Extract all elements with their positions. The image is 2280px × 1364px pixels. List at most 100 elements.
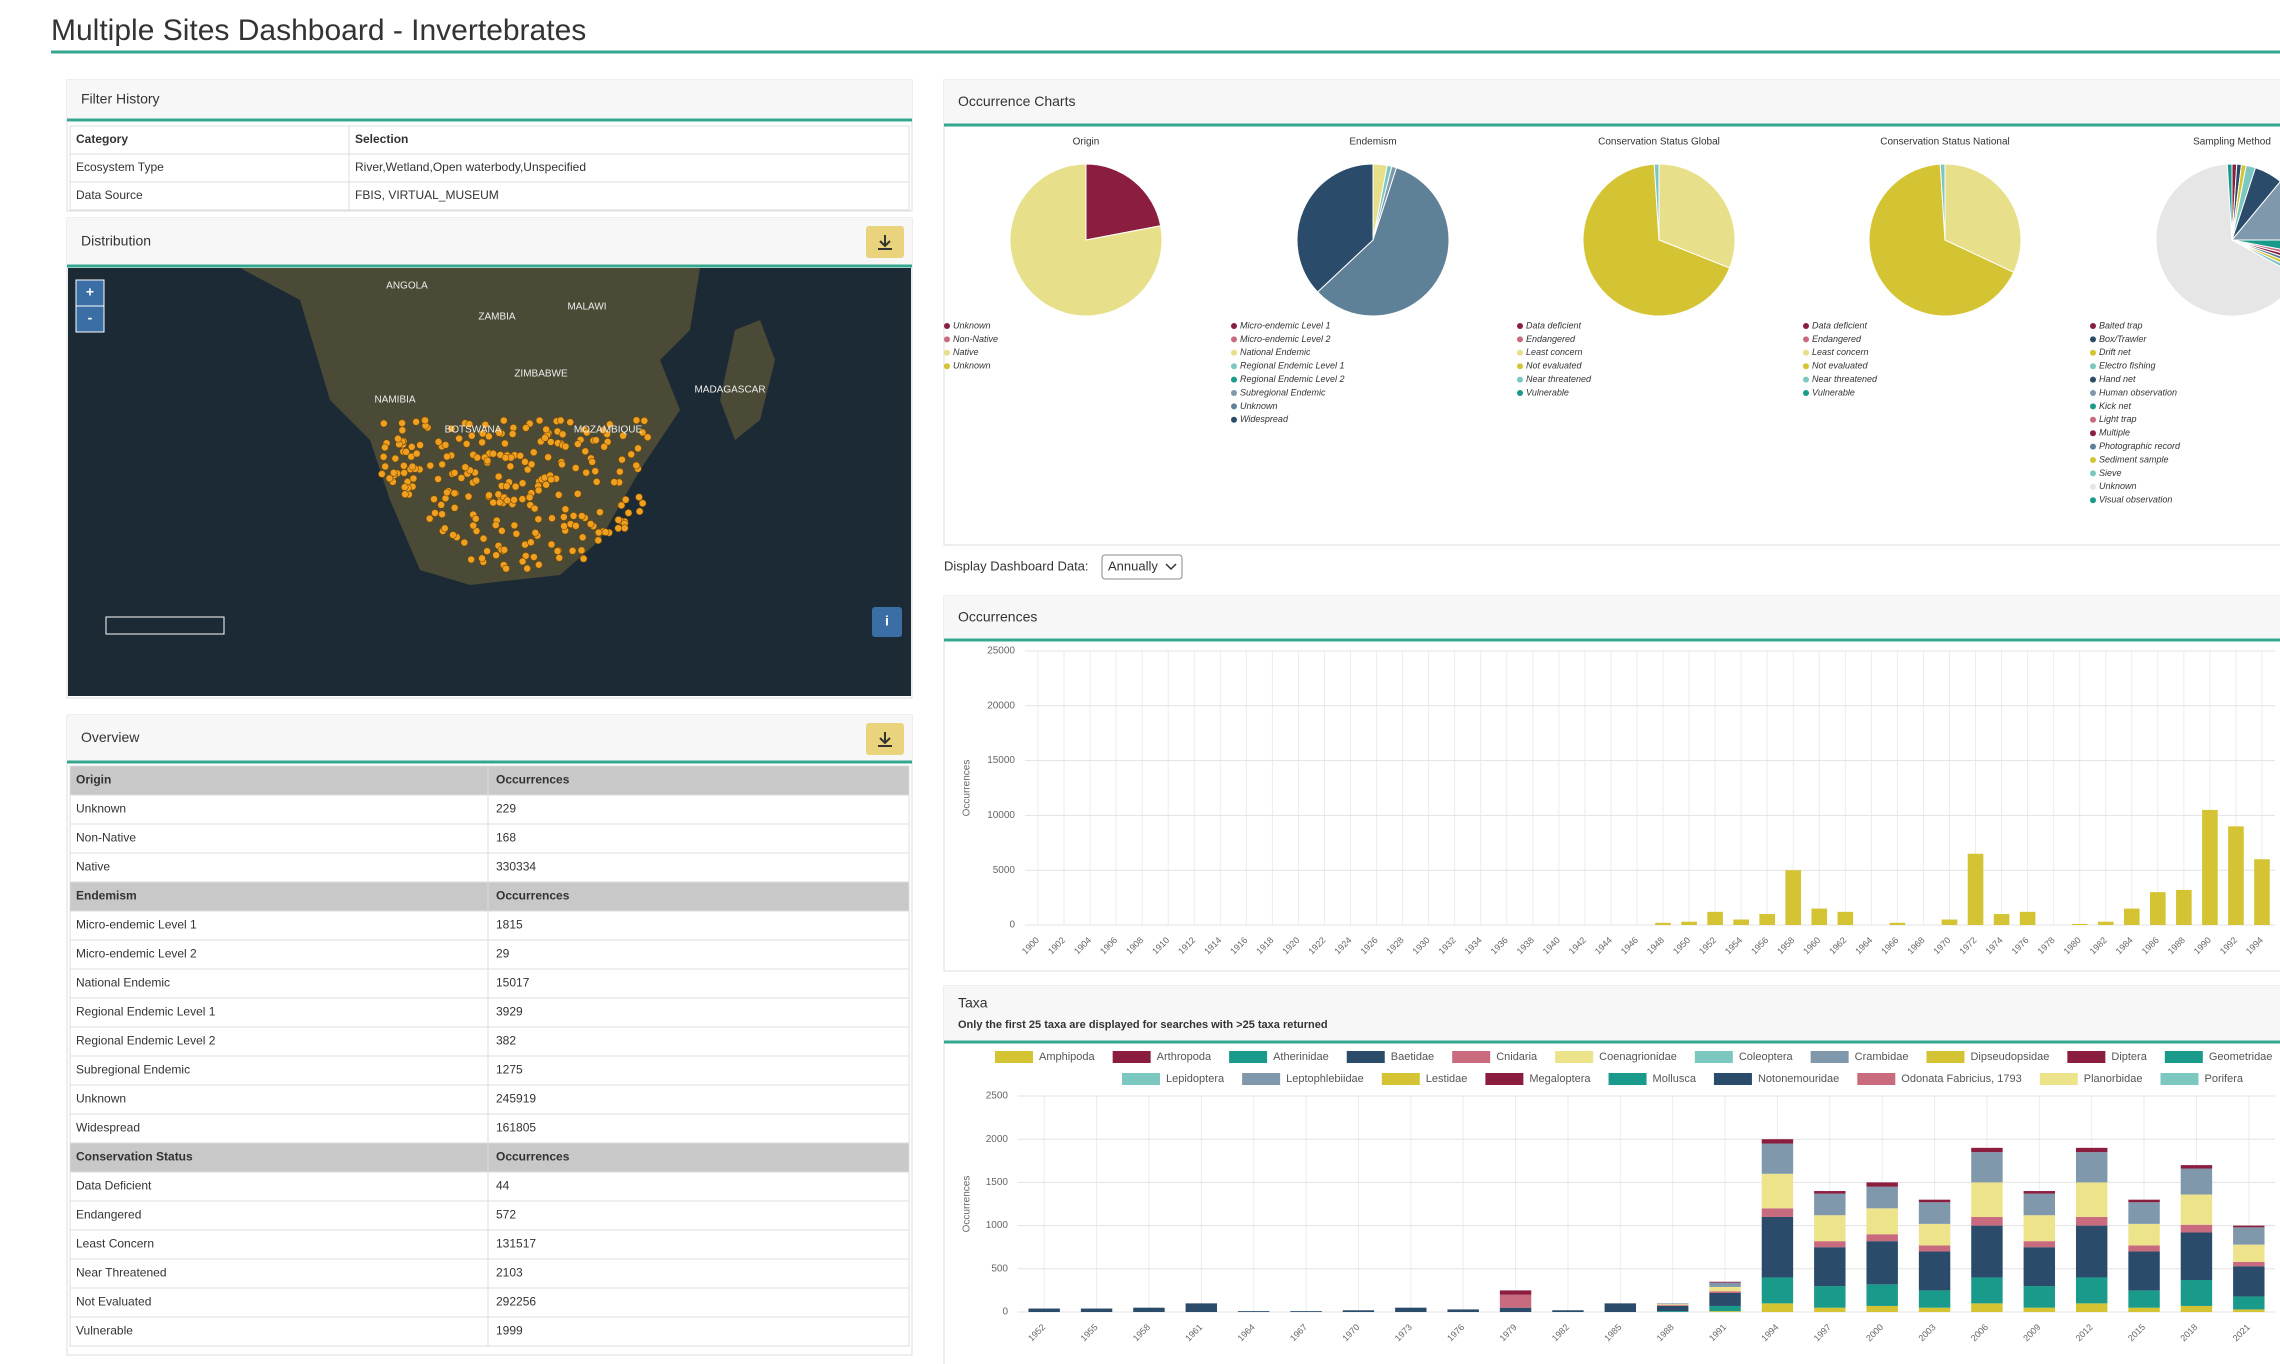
legend-bullet — [1231, 376, 1237, 383]
table-cell: 245919 — [496, 1092, 536, 1106]
pie-slice — [1009, 163, 1163, 317]
map-point — [457, 474, 466, 482]
map-point — [461, 463, 470, 471]
download-icon — [878, 732, 892, 747]
bar — [1993, 914, 2010, 925]
table-cell: Unknown — [76, 802, 126, 816]
map-point — [512, 529, 521, 538]
bar-segment — [1656, 1305, 1689, 1312]
legend-bullet — [1803, 363, 1809, 370]
legend-label: Arthropoda — [1157, 1051, 1212, 1063]
legend-label: Electro fishing — [2099, 361, 2156, 371]
table-cell: Ecosystem Type — [76, 160, 164, 174]
map-point — [614, 524, 623, 533]
occurrence-charts-panel — [943, 79, 2280, 546]
bar — [1889, 922, 1906, 925]
zoom-button[interactable] — [75, 279, 105, 307]
bar-segment — [1709, 1292, 1741, 1306]
legend-label: Unknown — [1240, 401, 1278, 411]
bar — [1733, 919, 1749, 925]
table-cell: FBIS, VIRTUAL_MUSEUM — [355, 188, 499, 202]
map-point — [531, 528, 540, 537]
bar-segment — [2128, 1245, 2160, 1252]
table-cell: 161805 — [496, 1121, 536, 1135]
map-point — [535, 560, 543, 569]
map-point — [389, 468, 398, 477]
map-point — [506, 462, 515, 471]
map-point — [571, 464, 580, 472]
info-button[interactable] — [872, 607, 902, 637]
map-point — [498, 527, 506, 535]
bar-segment — [2128, 1307, 2160, 1312]
map-point — [560, 522, 568, 530]
map-point — [489, 449, 498, 458]
bar-segment — [1971, 1216, 2003, 1226]
bar-segment — [1499, 1307, 1532, 1312]
legend-swatch — [1242, 1073, 1281, 1085]
bar-segment — [2023, 1191, 2056, 1194]
map-point — [632, 461, 641, 470]
bar-segment — [2180, 1168, 2213, 1195]
table-cell: Native — [76, 860, 110, 874]
map-point — [523, 564, 531, 573]
map-point — [425, 514, 434, 523]
legend-bullet — [1231, 323, 1237, 329]
map-point — [574, 440, 582, 448]
map-point — [561, 505, 570, 514]
legend-swatch — [2039, 1073, 2078, 1085]
map-point — [600, 442, 608, 451]
legend-swatch — [1555, 1051, 1594, 1063]
distribution-panel-title: Distribution — [81, 233, 151, 249]
zoom-button[interactable] — [75, 305, 105, 333]
y-tick-label: 0 — [1002, 1307, 1008, 1318]
map-point — [632, 416, 641, 425]
map-point — [502, 564, 510, 573]
legend-label: Non-Native — [953, 334, 998, 344]
bar-segment — [1656, 1303, 1689, 1305]
table-row — [69, 1287, 910, 1318]
bar-segment — [1866, 1241, 1898, 1285]
map-point — [594, 536, 603, 545]
legend-label: Baited trap — [2099, 320, 2143, 330]
legend-swatch — [1926, 1051, 1965, 1063]
map-point — [502, 482, 511, 490]
period-select[interactable] — [1101, 554, 1183, 580]
bar-segment — [2075, 1277, 2108, 1304]
legend-label: Kick net — [2099, 401, 2132, 411]
map-point — [455, 434, 463, 443]
legend-label: Vulnerable — [1526, 387, 1569, 397]
bar-segment — [1447, 1309, 1479, 1312]
y-tick-label: 1500 — [986, 1177, 1009, 1188]
map-island — [720, 320, 775, 440]
legend-label: Crambidae — [1855, 1051, 1909, 1063]
legend-label: Light trap — [2099, 414, 2137, 424]
table-header-cell: Origin — [76, 773, 111, 787]
map-point — [434, 475, 442, 483]
map-label: MOZAMBIQUE — [574, 425, 643, 436]
bar-segment — [2128, 1251, 2160, 1291]
map-point — [522, 424, 530, 432]
legend-bullet — [1803, 390, 1809, 396]
pie-slice — [2226, 163, 2233, 241]
legend-label: Micro-endemic Level 2 — [1240, 334, 1331, 344]
legend-label: Unknown — [953, 320, 991, 330]
bar-segment — [1866, 1284, 1898, 1306]
bar-segment — [2023, 1193, 2056, 1216]
legend-swatch — [1112, 1051, 1151, 1063]
bar-segment — [1918, 1290, 1951, 1308]
occurrences-panel — [943, 595, 2280, 972]
table-cell: 2103 — [496, 1266, 523, 1280]
map-point — [503, 496, 512, 505]
table-row — [69, 181, 910, 211]
pie-slice — [1085, 163, 1162, 241]
bar-segment — [1971, 1182, 2003, 1217]
map-point — [530, 553, 538, 561]
pie-slice — [1944, 163, 2022, 274]
legend-bullet — [1231, 349, 1237, 356]
y-tick-label: 2000 — [986, 1134, 1009, 1145]
download-icon — [878, 235, 892, 250]
map-point — [601, 528, 610, 536]
bar — [1759, 914, 1775, 925]
map-label: ZAMBIA — [478, 312, 516, 323]
